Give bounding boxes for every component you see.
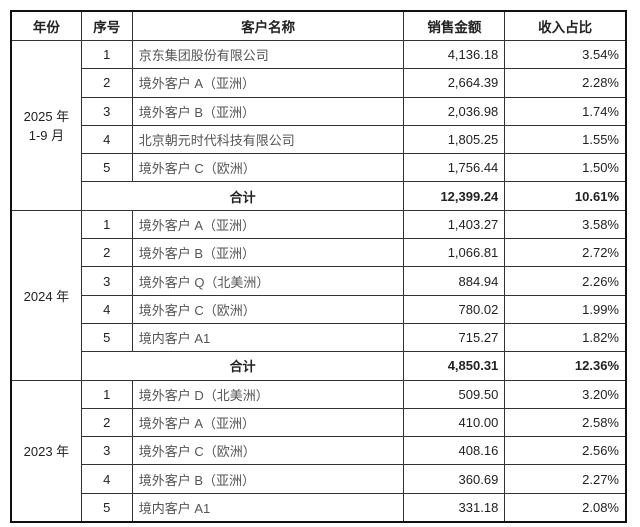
percent-cell: 2.56% [504, 436, 627, 466]
index-cell: 3 [80, 96, 133, 126]
customer-name-cell: 境外客户 D（北美洲） [131, 379, 405, 409]
percent-cell: 2.27% [504, 464, 627, 494]
percent-cell: 2.72% [504, 238, 627, 268]
total-label: 合计 [80, 351, 405, 381]
customer-name-cell: 北京朝元时代科技有限公司 [131, 124, 405, 155]
customer-name-cell: 京东集团股份有限公司 [131, 39, 405, 70]
index-cell: 5 [80, 322, 133, 353]
percent-cell: 3.20% [504, 379, 627, 409]
total-row: 合计 12,399.24 10.61% [11, 181, 627, 211]
percent-cell: 2.28% [504, 68, 627, 98]
header-index: 序号 [80, 10, 133, 41]
index-cell: 3 [80, 266, 133, 296]
top-customers-table: 年份 序号 客户名称 销售金额 收入占比 2025 年 1-9 月 1 京东集团股份… [10, 10, 627, 524]
index-cell: 4 [80, 294, 133, 324]
index-cell: 4 [80, 464, 133, 494]
amount-cell: 509.50 [403, 379, 506, 409]
index-cell: 2 [80, 407, 133, 438]
year-cell: 2024 年 [10, 209, 82, 381]
year-cell: 2023 年 [10, 379, 82, 523]
amount-cell: 2,036.98 [403, 96, 506, 126]
customer-name-cell: 境外客户 A（亚洲） [131, 209, 405, 240]
amount-cell: 410.00 [403, 407, 506, 438]
table-row: 3 境外客户 B（亚洲） 2,036.98 1.74% [11, 96, 627, 126]
table-row: 2 境外客户 A（亚洲） 410.00 2.58% [11, 407, 627, 438]
total-amount: 4,850.31 [403, 351, 506, 381]
amount-cell: 780.02 [403, 294, 506, 324]
percent-cell: 1.74% [504, 96, 627, 126]
total-percent: 10.61% [504, 181, 627, 211]
amount-cell: 884.94 [403, 266, 506, 296]
table-row: 3 境外客户 C（欧洲） 408.16 2.56% [11, 436, 627, 466]
index-cell: 1 [80, 39, 133, 70]
table-row: 2025 年 1-9 月 1 京东集团股份有限公司 4,136.18 3.54% [10, 39, 627, 211]
percent-cell: 3.58% [504, 209, 627, 240]
percent-cell: 1.55% [504, 124, 627, 155]
customer-name-cell: 境外客户 C（欧洲） [131, 436, 405, 466]
header-customer: 客户名称 [131, 10, 405, 41]
amount-cell: 360.69 [403, 464, 506, 494]
table-row: 5 境内客户 A1 715.27 1.82% [11, 322, 627, 353]
amount-cell: 1,403.27 [403, 209, 506, 240]
customer-name-cell: 境外客户 Q（北美洲） [131, 266, 405, 296]
table-row: 4 境外客户 C（欧洲） 780.02 1.99% [11, 294, 627, 324]
customer-name-cell: 境外客户 C（欧洲） [131, 294, 405, 324]
amount-cell: 4,136.18 [403, 39, 506, 70]
index-cell: 4 [80, 124, 133, 155]
percent-cell: 2.08% [504, 492, 627, 523]
table-row: 2 境外客户 B（亚洲） 1,066.81 2.72% [11, 238, 627, 268]
total-label: 合计 [80, 181, 405, 211]
amount-cell: 408.16 [403, 436, 506, 466]
header-percent: 收入占比 [504, 10, 627, 41]
customer-name-cell: 境外客户 B（亚洲） [131, 464, 405, 494]
year-cell: 2025 年 1-9 月 [10, 40, 82, 211]
percent-cell: 2.58% [504, 407, 627, 438]
table-row: 5 境外客户 C（欧洲） 1,756.44 1.50% [11, 153, 627, 183]
amount-cell: 1,756.44 [403, 153, 506, 183]
amount-cell: 1,066.81 [403, 238, 506, 268]
percent-cell: 1.50% [504, 153, 627, 183]
header-row: 年份 序号 客户名称 销售金额 收入占比 [10, 10, 627, 41]
percent-cell: 1.82% [504, 322, 627, 353]
table-row: 5 境内客户 A1 331.18 2.08% [11, 492, 627, 523]
total-percent: 12.36% [504, 351, 627, 381]
index-cell: 1 [80, 209, 133, 240]
amount-cell: 1,805.25 [403, 124, 506, 155]
index-cell: 2 [80, 68, 133, 98]
index-cell: 5 [80, 492, 133, 523]
customer-name-cell: 境内客户 A1 [131, 492, 405, 523]
table-row: 4 境外客户 B（亚洲） 360.69 2.27% [11, 464, 627, 494]
total-amount: 12,399.24 [403, 181, 506, 211]
header-amount: 销售金额 [403, 10, 506, 41]
index-cell: 5 [80, 153, 133, 183]
table-row: 3 境外客户 Q（北美洲） 884.94 2.26% [11, 266, 627, 296]
total-row: 合计 4,850.31 12.36% [11, 351, 627, 381]
customer-name-cell: 境外客户 A（亚洲） [131, 407, 405, 438]
customer-name-cell: 境外客户 B（亚洲） [131, 238, 405, 268]
table-row: 2 境外客户 A（亚洲） 2,664.39 2.28% [11, 68, 627, 98]
percent-cell: 2.26% [504, 266, 627, 296]
index-cell: 3 [80, 436, 133, 466]
customer-name-cell: 境内客户 A1 [131, 322, 405, 353]
header-year: 年份 [10, 10, 82, 41]
index-cell: 1 [80, 379, 133, 409]
percent-cell: 3.54% [504, 39, 627, 70]
customer-name-cell: 境外客户 B（亚洲） [131, 96, 405, 126]
amount-cell: 715.27 [403, 322, 506, 353]
percent-cell: 1.99% [504, 294, 627, 324]
table-row: 2023 年 1 境外客户 D（北美洲） 509.50 3.20% [10, 379, 627, 523]
table-row: 4 北京朝元时代科技有限公司 1,805.25 1.55% [11, 124, 627, 155]
customer-name-cell: 境外客户 A（亚洲） [131, 68, 405, 98]
table-row: 2024 年 1 境外客户 A（亚洲） 1,403.27 3.58% [10, 209, 627, 381]
customer-name-cell: 境外客户 C（欧洲） [131, 153, 405, 183]
amount-cell: 331.18 [403, 492, 506, 523]
index-cell: 2 [80, 238, 133, 268]
amount-cell: 2,664.39 [403, 68, 506, 98]
